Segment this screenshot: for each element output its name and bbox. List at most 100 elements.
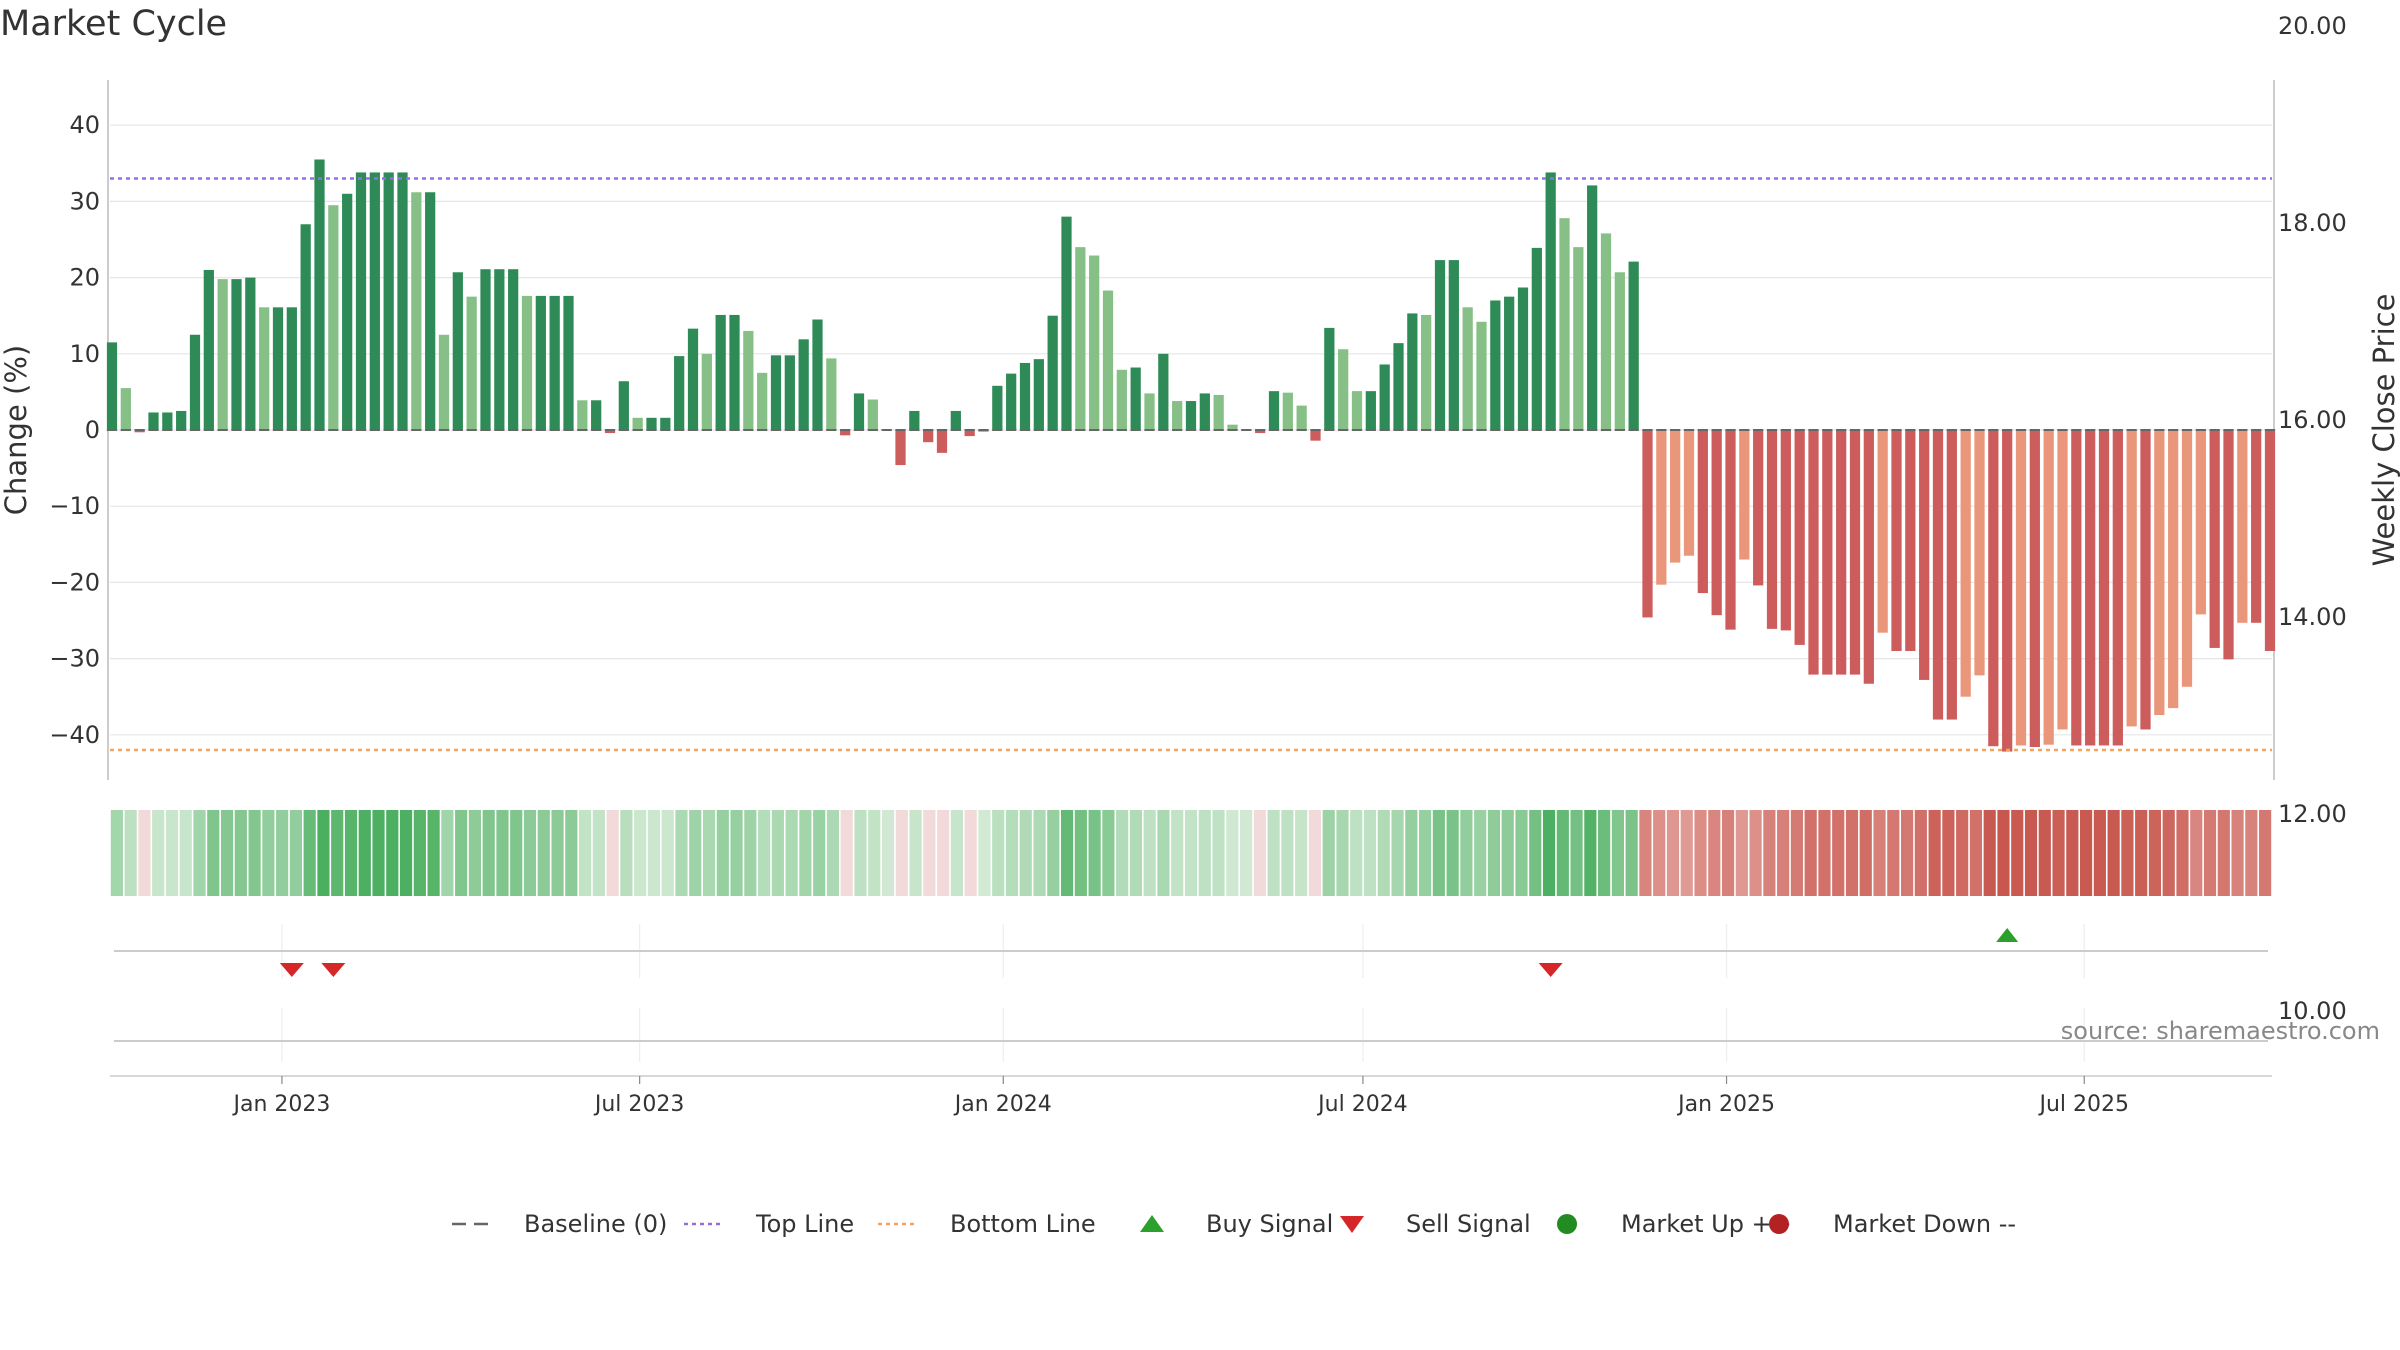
change-bar (1614, 272, 1625, 430)
x-tick-label: Jan 2024 (953, 1092, 1052, 1117)
market-state-cell (124, 810, 137, 896)
change-bar (1932, 430, 1944, 720)
change-bar (1255, 430, 1266, 434)
change-bar (2043, 430, 2054, 745)
market-state-cell (1391, 810, 1404, 896)
change-bar (1780, 430, 1791, 631)
change-bar (1836, 430, 1847, 675)
market-state-cell (881, 810, 895, 896)
y2-tick-label: 10.00 (2278, 997, 2347, 1025)
market-state-cell (1900, 810, 1914, 896)
change-bar (1670, 430, 1681, 563)
market-state-cell (1887, 810, 1900, 896)
market-state-cell (1460, 810, 1473, 896)
change-bar (1268, 391, 1280, 430)
market-state-cell (868, 810, 881, 896)
market-state-cell (1653, 810, 1666, 896)
market-state-cell (110, 810, 123, 896)
market-state-cell (2052, 810, 2065, 896)
change-bar (1988, 430, 1999, 747)
change-bar (1683, 430, 1695, 556)
change-bar (480, 269, 491, 430)
y2-tick-label: 12.00 (2278, 800, 2347, 828)
market-state-cell (950, 810, 963, 896)
change-bar (508, 269, 519, 430)
market-state-cell (303, 810, 316, 896)
market-state-cell (826, 810, 840, 896)
market-state-cell (1239, 810, 1253, 896)
change-bar (1891, 430, 1902, 651)
change-bar (1739, 430, 1750, 560)
market-state-cell (1680, 810, 1693, 896)
market-state-cell (386, 810, 399, 896)
y2-tick-label: 16.00 (2278, 406, 2347, 434)
market-state-cell (1928, 810, 1941, 896)
market-state-cell (2038, 810, 2051, 896)
change-bar (425, 192, 436, 430)
market-state-cell (2135, 810, 2148, 896)
market-state-cell (1102, 810, 1115, 896)
market-state-cell (510, 810, 523, 896)
change-bar (770, 355, 782, 430)
market-state-cell (1060, 810, 1074, 896)
source-note: source: sharemaestro.com (2061, 1017, 2380, 1045)
market-state-cell (289, 810, 302, 896)
change-bar (604, 430, 616, 434)
market-state-cell (840, 810, 853, 896)
market-state-cell (1598, 810, 1611, 896)
market-state-cell (1969, 810, 1983, 896)
market-state-cell (1198, 810, 1211, 896)
change-bar (535, 295, 546, 430)
change-bar (1448, 260, 1459, 430)
change-bar (2154, 430, 2165, 715)
change-bar (1006, 373, 1017, 430)
legend-circle-icon (1769, 1214, 1789, 1234)
change-bar (411, 192, 422, 430)
market-state-cell (2176, 810, 2189, 896)
change-bar (1600, 233, 1612, 430)
market-state-cell (1212, 810, 1225, 896)
change-bar (1393, 343, 1404, 430)
legend-label: Market Down -- (1833, 1210, 2016, 1238)
change-bar (355, 172, 367, 430)
change-bar (2057, 430, 2068, 730)
change-bar (106, 342, 118, 430)
change-bar (2029, 430, 2040, 747)
market-state-cell (317, 810, 330, 896)
change-bar (1019, 362, 1031, 430)
market-state-cell (2217, 810, 2230, 896)
change-bar (1753, 430, 1764, 586)
market-state-cell (1790, 810, 1803, 896)
change-bar (840, 430, 851, 436)
change-bar (964, 430, 975, 437)
market-state-cell (1019, 810, 1032, 896)
change-bar (1946, 430, 1957, 720)
change-bar (1573, 247, 1584, 430)
x-axis-ticks: Jan 2023 Jul 2023 Jan 2024 Jul 2024 Jan 2025… (231, 1076, 2129, 1117)
change-bar (618, 381, 629, 430)
market-state-cell (2011, 810, 2024, 896)
market-state-cell (276, 810, 289, 896)
x-tick-label: Jul 2025 (2037, 1092, 2129, 1117)
market-state-cell (523, 810, 537, 896)
change-bar (1296, 405, 1307, 430)
change-bar (549, 295, 560, 430)
change-bar (2251, 430, 2262, 623)
market-state-cell (937, 810, 950, 896)
change-bar (1434, 260, 1446, 430)
market-state-cell (1570, 810, 1583, 896)
market-state-cell (1942, 810, 1955, 896)
change-bar (2002, 430, 2013, 752)
market-state-cell (758, 810, 771, 896)
legend-item: Top Line (684, 1210, 854, 1238)
change-bar (1656, 430, 1667, 585)
legend-triangle-down-icon (1340, 1216, 1364, 1233)
legend-item: Market Down -- (1769, 1210, 2016, 1238)
change-bar (2140, 430, 2151, 730)
market-state-cell (923, 810, 936, 896)
market-state-cell (702, 810, 716, 896)
market-state-cell (2148, 810, 2162, 896)
market-state-cell (2190, 810, 2203, 896)
market-state-cell (413, 810, 426, 896)
change-bar (1213, 394, 1224, 430)
